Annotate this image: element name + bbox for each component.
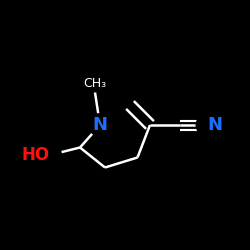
Text: N: N [92, 116, 108, 134]
Circle shape [39, 144, 61, 166]
Circle shape [196, 114, 219, 136]
Text: HO: HO [22, 146, 50, 164]
Text: N: N [208, 116, 222, 134]
Circle shape [89, 114, 111, 136]
Text: CH₃: CH₃ [84, 77, 106, 90]
